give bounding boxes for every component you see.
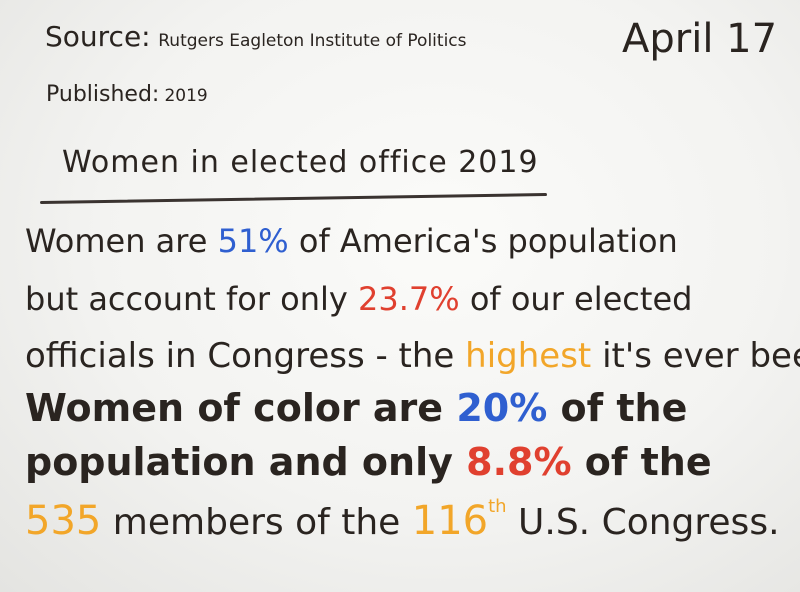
source-value: Rutgers Eagleton Institute of Politics [158,31,467,51]
published-line: Published: 2019 [46,82,208,107]
body-line-2: but account for only 23.7% of our electe… [25,280,692,318]
line3-highlight: highest [465,336,592,376]
line5-percent: 8.8% [466,440,572,484]
page-title: Women in elected office 2019 [62,145,539,180]
source-line: Source: Rutgers Eagleton Institute of Po… [45,20,467,53]
title-underline [40,193,547,204]
line6-ordinal: 116 [411,498,489,544]
line4-text-b: of the [547,386,688,430]
source-label: Source: [45,20,151,53]
line1-text-b: of America's population [288,222,678,260]
line2-text-a: but account for only [25,280,358,318]
body-line-3: officials in Congress - the highest it's… [25,336,800,376]
line2-percent: 23.7% [358,280,460,318]
line2-text-b: of our elected [459,280,693,318]
line3-text-a: officials in Congress - the [25,336,466,376]
published-value: 2019 [164,86,208,106]
body-line-6: 535 members of the 116th U.S. Congress. [25,496,780,544]
line5-text-b: of the [571,440,712,484]
date-label: April 17 [622,16,778,62]
line6-text-b: U.S. Congress. [506,502,780,543]
body-line-4: Women of color are 20% of the [25,386,687,430]
line4-percent: 20% [456,386,548,430]
published-label: Published: [46,82,160,107]
body-line-5: population and only 8.8% of the [25,440,712,484]
line6-ordinal-suffix: th [488,496,507,517]
line6-text-a: members of the [101,502,412,543]
line5-text-a: population and only [25,440,467,484]
line4-text-a: Women of color are [25,386,457,430]
body-line-1: Women are 51% of America's population [25,222,678,260]
line1-text-a: Women are [25,222,218,260]
line1-percent: 51% [217,222,289,260]
line6-number: 535 [25,498,102,544]
line3-text-b: it's ever been. [602,336,800,376]
